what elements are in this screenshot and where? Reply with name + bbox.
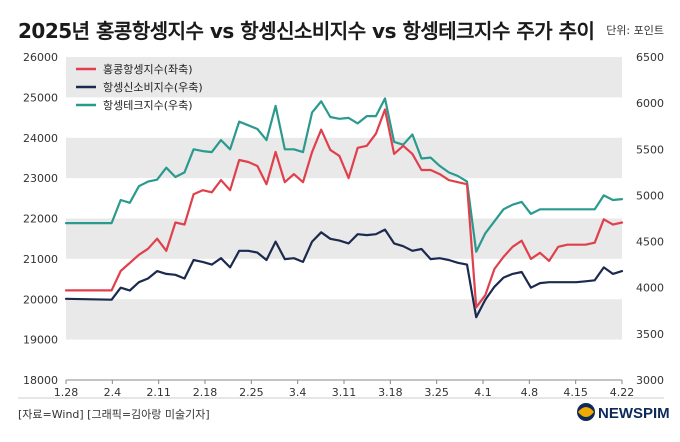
right-tick-label: 5000	[636, 189, 664, 202]
grid-band	[66, 218, 622, 259]
left-tick-label: 24000	[23, 132, 58, 145]
right-tick-label: 5500	[636, 143, 664, 156]
logo-swoosh-icon	[578, 407, 594, 417]
x-tick-label: 2.18	[193, 386, 218, 399]
logo-text: NEWSPIM	[598, 405, 670, 422]
left-axis: 18000 19000 20000 21000 22000 23000 24000 25000…	[23, 51, 58, 387]
x-tick-label: 3.18	[378, 386, 403, 399]
right-tick-label: 6000	[636, 97, 664, 110]
legend: 홍콩항셍지수(좌축) 항셍신소비지수(우축) 항셍테크지수(우축)	[76, 62, 203, 112]
right-tick-label: 4000	[636, 282, 664, 295]
grid-band	[66, 57, 622, 98]
grid-band	[66, 137, 622, 179]
left-tick-label: 25000	[23, 91, 58, 104]
legend-label-2: 항셍테크지수(우축)	[103, 99, 193, 112]
series-line-1	[64, 228, 624, 319]
x-tick-label: 3.4	[289, 386, 307, 399]
unit-label: 단위: 포인트	[606, 24, 664, 37]
source-credit: [자료=Wind] [그래픽=김아랑 미술기자]	[18, 408, 210, 421]
newspim-logo: NEWSPIM	[577, 403, 670, 422]
x-tick-label: 4.8	[521, 386, 539, 399]
grid-band	[66, 299, 622, 340]
right-tick-label: 3500	[636, 328, 664, 341]
series-line-0	[64, 108, 624, 309]
series-lines	[64, 97, 624, 319]
x-tick-label: 4.22	[610, 386, 635, 399]
x-tick-label: 3.25	[424, 386, 449, 399]
left-tick-label: 20000	[23, 293, 58, 306]
x-tick-label: 4.15	[563, 386, 588, 399]
grid-bands	[66, 57, 622, 340]
legend-label-0: 홍콩항셍지수(좌축)	[103, 62, 193, 76]
chart-title: 2025년 홍콩항셍지수 vs 항셍신소비지수 vs 항셍테크지수 주가 추이	[18, 19, 594, 43]
legend-label-1: 항셍신소비지수(우축)	[103, 81, 203, 94]
left-tick-label: 22000	[23, 213, 58, 226]
x-axis: 1.28 2.4 2.11 2.18 2.25 3.4 3.11 3.18 3.25 4.1 4.8…	[54, 379, 635, 399]
left-tick-label: 18000	[23, 374, 58, 387]
x-tick-label: 1.28	[54, 386, 79, 399]
left-tick-label: 23000	[23, 172, 58, 185]
x-tick-label: 2.11	[146, 386, 171, 399]
x-tick-label: 3.11	[332, 386, 357, 399]
x-tick-label: 2.4	[104, 386, 122, 399]
x-tick-label: 2.25	[239, 386, 264, 399]
series-line-2	[64, 97, 624, 253]
right-axis: 3000 3500 4000 4500 5000 5500 6000 6500	[636, 51, 664, 387]
left-tick-label: 19000	[23, 334, 58, 347]
left-tick-label: 26000	[23, 51, 58, 64]
right-tick-label: 4500	[636, 236, 664, 249]
right-tick-label: 3000	[636, 374, 664, 387]
right-tick-label: 6500	[636, 51, 664, 64]
x-tick-label: 4.1	[474, 386, 492, 399]
left-tick-label: 21000	[23, 253, 58, 266]
